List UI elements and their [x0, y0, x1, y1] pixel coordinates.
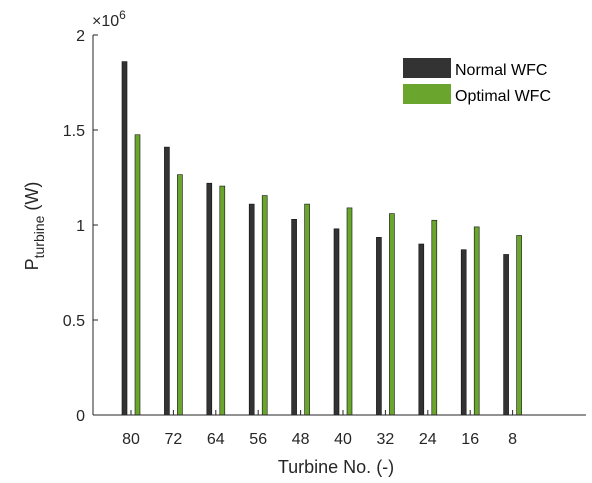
legend-label-normal-wfc: Normal WFC: [455, 62, 547, 79]
x-tick-label: 32: [377, 431, 395, 448]
y-ticks-group: 0 0.5 1 1.5 2: [63, 28, 98, 425]
y-tick-label: 1.5: [63, 123, 85, 140]
x-tick-label: 16: [461, 431, 479, 448]
bar-optimal-wfc: [389, 213, 395, 416]
bar-normal-wfc: [460, 249, 467, 416]
y-tick-label: 1: [76, 218, 85, 235]
y-axis-title-unit: (W): [22, 182, 42, 216]
x-tick-label: 8: [508, 431, 517, 448]
x-tick-label: 80: [122, 431, 140, 448]
bar-optimal-wfc: [516, 235, 522, 416]
bar-optimal-wfc: [219, 185, 226, 416]
x-tick-label: 64: [207, 431, 225, 448]
bar-optimal-wfc: [177, 174, 183, 416]
bar-optimal-wfc: [346, 207, 353, 416]
y-tick-label: 0.5: [63, 313, 85, 330]
bar-normal-wfc: [248, 203, 255, 416]
legend-label-optimal-wfc: Optimal WFC: [455, 88, 551, 105]
bar-optimal-wfc: [134, 134, 141, 416]
y-tick-label: 2: [76, 28, 85, 45]
x-tick-label: 48: [292, 431, 310, 448]
bar-normal-wfc: [503, 254, 509, 416]
x-ticks-group: 80 72 64 56 48 40 32 24 16 8: [122, 410, 517, 448]
legend: Normal WFC Optimal WFC: [395, 54, 573, 108]
x-tick-label: 56: [249, 431, 267, 448]
x-axis-title: Turbine No. (-): [278, 457, 394, 477]
x-tick-label: 24: [419, 431, 437, 448]
bar-optimal-wfc: [261, 195, 268, 416]
legend-swatch-normal-wfc: [403, 58, 451, 78]
bar-optimal-wfc: [473, 226, 480, 416]
bar-normal-wfc: [164, 146, 170, 416]
bar-normal-wfc: [418, 243, 425, 416]
x-tick-label: 40: [334, 431, 352, 448]
legend-swatch-optimal-wfc: [403, 84, 451, 104]
bar-normal-wfc: [333, 228, 340, 416]
bar-optimal-wfc: [304, 203, 310, 416]
y-axis-title-main: P: [22, 258, 42, 270]
bar-normal-wfc: [376, 237, 382, 416]
x-tick-label: 72: [165, 431, 183, 448]
bar-normal-wfc: [206, 182, 213, 416]
bar-normal-wfc: [121, 61, 128, 416]
bar-optimal-wfc: [431, 219, 438, 416]
y-tick-label: 0: [76, 408, 85, 425]
y-axis-title-subscript: turbine: [31, 215, 47, 258]
y-multiplier-label: ×106: [92, 8, 126, 30]
y-axis-title: Pturbine (W): [22, 182, 47, 271]
bar-normal-wfc: [291, 219, 297, 416]
